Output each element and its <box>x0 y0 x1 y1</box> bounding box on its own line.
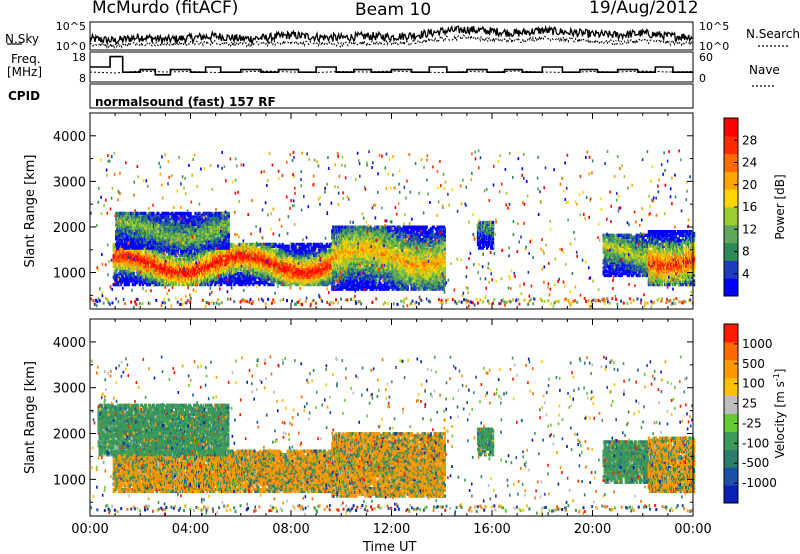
freq-left-tick: 8 <box>79 72 86 85</box>
noise-left-tick: 10^0 <box>56 40 86 53</box>
beam-title: Beam 10 <box>355 2 431 19</box>
x-tick-label: 16:00 <box>473 522 510 537</box>
cpid-label: CPID <box>8 90 40 102</box>
velocity-colorbar-tick-label: -25 <box>742 416 762 430</box>
power-y-tick-label: 1000 <box>53 267 86 282</box>
power-colorbar-segment <box>724 153 738 172</box>
power-y-tick-label: 4000 <box>53 130 86 145</box>
power-y-tick-label: 3000 <box>53 175 86 190</box>
nsky-line <box>89 24 693 45</box>
power-colorbar-tick-label: 16 <box>742 200 757 214</box>
noise-right-tick: 10^0 <box>699 40 729 53</box>
nsearch-line <box>89 33 693 50</box>
velocity-colorbar-segment <box>724 359 738 379</box>
colorbar-label-superscript: -1 <box>772 373 781 381</box>
velocity-y-tick-label: 3000 <box>53 382 86 397</box>
freq-unit-label: [MHz] <box>7 66 42 78</box>
nave-right-tick: 60 <box>699 51 713 64</box>
velocity-colorbar-segment <box>724 324 738 343</box>
station-title: McMurdo (fitACF) <box>92 0 238 17</box>
x-tick-label: 04:00 <box>172 522 209 537</box>
power-colorbar-segment <box>724 242 738 261</box>
velocity-colorbar-tick-label: -1000 <box>742 476 777 490</box>
velocity-colorbar-label: Velocity [m s-1] <box>772 369 787 459</box>
power-colorbar-segment <box>724 189 738 208</box>
x-axis-label: Time UT <box>363 541 416 554</box>
x-tick-label: 00:00 <box>71 522 108 537</box>
velocity-colorbar-tick-label: 25 <box>742 397 757 411</box>
x-tick-label: 08:00 <box>272 522 309 537</box>
power-y-axis-label: Slant Range [km] <box>23 155 38 268</box>
power-colorbar-segment <box>724 207 738 226</box>
velocity-colorbar-tick-label: -100 <box>742 436 769 450</box>
power-colorbar-tick-label: 24 <box>742 156 757 170</box>
cpid-value: normalsound (fast) 157 RF <box>95 96 276 108</box>
date-title: 19/Aug/2012 <box>589 0 699 17</box>
velocity-colorbar-tick-label: 1000 <box>742 337 773 351</box>
noise-left-tick: 10^5 <box>56 20 86 33</box>
freq-label: Freq. <box>11 53 41 65</box>
velocity-colorbar-tick-label: 500 <box>742 357 765 371</box>
velocity-colorbar-segment <box>724 449 738 468</box>
power-heatmap-cells <box>90 149 696 309</box>
power-colorbar-label: Power [dB] <box>773 174 787 239</box>
power-colorbar-tick-label: 4 <box>742 267 750 281</box>
x-tick-label: 00:00 <box>674 522 711 537</box>
nave-line <box>89 70 694 74</box>
velocity-colorbar-segment <box>724 395 738 414</box>
velocity-colorbar-segment <box>724 413 738 432</box>
power-colorbar-tick-label: 8 <box>742 245 750 259</box>
velocity-colorbar-segment <box>724 341 738 361</box>
power-colorbar-segment <box>724 278 738 297</box>
velocity-y-tick-label: 1000 <box>53 473 86 488</box>
power-y-tick-label: 2000 <box>53 221 86 236</box>
nave-label: Nave <box>749 64 780 76</box>
cpid-panel-frame <box>89 83 694 109</box>
power-colorbar-tick-label: 28 <box>742 133 757 147</box>
noise-panel-frame <box>89 21 694 51</box>
velocity-y-tick-label: 2000 <box>53 428 86 443</box>
nsky-label: N.Sky <box>5 33 39 45</box>
nave-right-tick: 0 <box>699 72 706 85</box>
velocity-heatmap-cells <box>90 355 696 516</box>
velocity-colorbar-segment <box>724 485 738 504</box>
power-colorbar-segment <box>724 135 738 155</box>
nsearch-label: N.Search <box>746 28 800 40</box>
x-tick-label: 12:00 <box>373 522 410 537</box>
velocity-colorbar-tick-label: -500 <box>742 456 769 470</box>
velocity-colorbar-frame <box>723 323 739 504</box>
power-colorbar-segment <box>724 118 738 137</box>
power-colorbar-tick-label: 12 <box>742 222 757 236</box>
velocity-y-axis-label: Slant Range [km] <box>23 361 38 474</box>
power-colorbar-segment <box>724 224 738 244</box>
noise-right-tick: 10^5 <box>699 20 729 33</box>
power-colorbar-tick-label: 20 <box>742 178 757 192</box>
velocity-y-tick-label: 4000 <box>53 336 86 351</box>
colorbar-label-end: ] <box>773 369 787 374</box>
x-tick-label: 20:00 <box>574 522 611 537</box>
velocity-colorbar-segment <box>724 431 738 450</box>
freq-line <box>90 55 693 76</box>
freq-left-tick: 18 <box>72 51 86 64</box>
velocity-colorbar-tick-label: 100 <box>742 377 765 391</box>
power-colorbar-segment <box>724 171 738 190</box>
velocity-colorbar-segment <box>724 377 738 397</box>
velocity-colorbar-segment <box>724 467 738 486</box>
freq-panel-frame <box>89 51 694 83</box>
power-colorbar-segment <box>724 260 738 279</box>
